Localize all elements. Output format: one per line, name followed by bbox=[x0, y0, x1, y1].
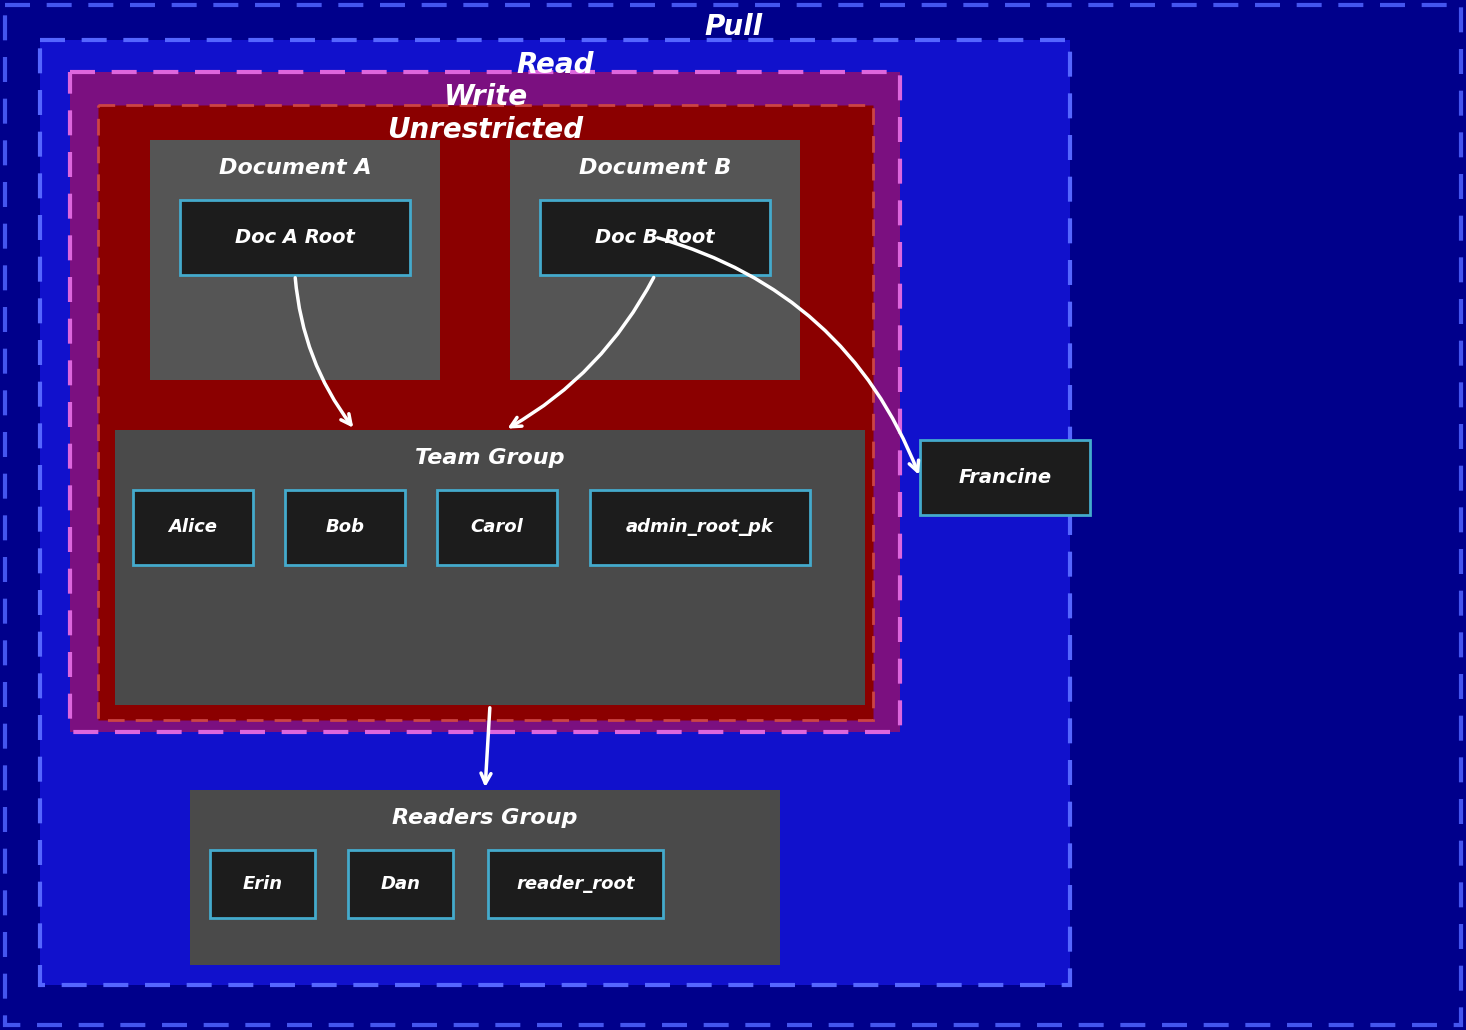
Bar bbox=[284, 490, 405, 565]
Text: Read: Read bbox=[516, 52, 594, 79]
Bar bbox=[589, 490, 811, 565]
Bar bbox=[70, 72, 900, 732]
Text: reader_root: reader_root bbox=[516, 876, 635, 893]
Text: Francine: Francine bbox=[959, 468, 1051, 487]
Text: Bob: Bob bbox=[325, 518, 365, 537]
Text: Unrestricted: Unrestricted bbox=[387, 116, 583, 144]
Text: Readers Group: Readers Group bbox=[393, 808, 578, 828]
Text: Alice: Alice bbox=[169, 518, 217, 537]
Text: admin_root_pk: admin_root_pk bbox=[626, 518, 774, 537]
Text: Dan: Dan bbox=[381, 876, 421, 893]
Bar bbox=[347, 850, 453, 918]
Bar bbox=[180, 200, 410, 275]
Bar bbox=[210, 850, 315, 918]
Bar bbox=[114, 430, 865, 705]
Text: Pull: Pull bbox=[704, 13, 762, 41]
Text: Document B: Document B bbox=[579, 158, 732, 178]
Bar bbox=[40, 40, 1070, 985]
Bar bbox=[921, 440, 1091, 515]
Text: Team Group: Team Group bbox=[415, 448, 564, 468]
Bar bbox=[510, 140, 800, 380]
Bar bbox=[133, 490, 254, 565]
Text: Document A: Document A bbox=[218, 158, 371, 178]
Text: Carol: Carol bbox=[471, 518, 523, 537]
Text: Doc A Root: Doc A Root bbox=[235, 228, 355, 247]
Bar bbox=[488, 850, 663, 918]
Bar bbox=[191, 790, 780, 965]
Bar bbox=[539, 200, 770, 275]
Text: Erin: Erin bbox=[242, 876, 283, 893]
Bar bbox=[98, 105, 872, 720]
Bar bbox=[150, 140, 440, 380]
Bar bbox=[437, 490, 557, 565]
Text: Write: Write bbox=[443, 83, 528, 111]
Text: Doc B Root: Doc B Root bbox=[595, 228, 715, 247]
